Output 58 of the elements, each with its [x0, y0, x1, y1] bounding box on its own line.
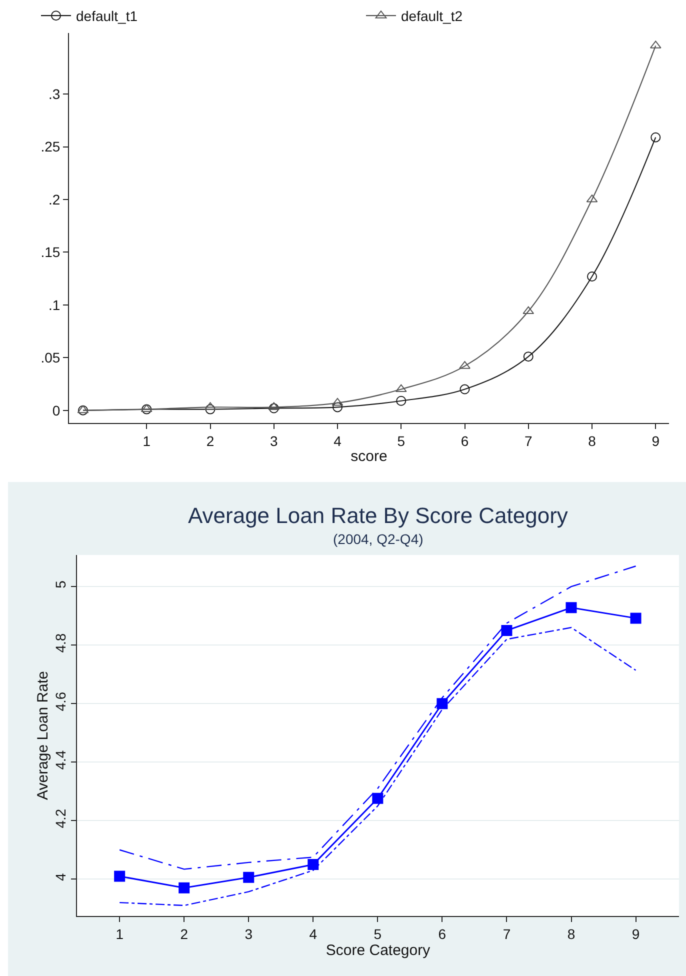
x-tick-label: 1 — [116, 926, 124, 942]
x-tick-label: 6 — [460, 432, 469, 449]
legend-label: default_t1 — [76, 8, 138, 24]
x-tick-label: 8 — [567, 926, 576, 942]
chart-subtitle: (2004, Q2-Q4) — [333, 531, 424, 547]
point — [523, 352, 534, 362]
x-tick-label: 5 — [397, 432, 406, 449]
y-tick-label: .3 — [48, 86, 60, 102]
y-tick-label: .1 — [48, 296, 60, 313]
x-tick-label: 4 — [334, 432, 342, 449]
point — [332, 402, 342, 412]
y-tick-label: .15 — [40, 244, 60, 260]
y-tick-label: 4 — [52, 872, 68, 881]
y-tick-label: 4.2 — [52, 808, 68, 828]
point — [243, 872, 254, 883]
point — [587, 271, 598, 282]
x-tick-label: 2 — [206, 432, 214, 449]
x-axis-title: score — [350, 448, 388, 465]
x-tick-label: 3 — [244, 926, 253, 942]
y-tick-label: 0 — [52, 402, 60, 418]
y-tick-label: 4.4 — [52, 750, 68, 770]
line-series — [118, 566, 636, 870]
y-tick-label: .25 — [40, 138, 60, 155]
point — [395, 384, 407, 392]
x-tick-label: 5 — [374, 926, 382, 942]
point — [332, 398, 344, 406]
point — [268, 403, 279, 414]
y-tick-label: .2 — [48, 191, 60, 208]
x-tick-label: 6 — [438, 926, 446, 942]
point — [566, 602, 577, 614]
point — [178, 882, 190, 894]
x-tick-label: 8 — [588, 432, 596, 449]
point — [372, 792, 384, 804]
legend-label: default_t2 — [401, 8, 463, 24]
x-tick-label: 7 — [502, 926, 511, 942]
point — [501, 624, 512, 636]
x-tick-label: 3 — [270, 432, 278, 449]
point — [630, 612, 642, 624]
x-tick-label: 9 — [632, 926, 640, 942]
point — [114, 870, 126, 882]
chart-title: Average Loan Rate By Score Category — [188, 503, 568, 528]
y-tick-label: 4.6 — [52, 692, 68, 712]
y-tick-label: 5 — [52, 580, 68, 588]
y-axis-title: Average Loan Rate — [34, 671, 52, 800]
point — [650, 132, 661, 142]
x-axis-title: Score Category — [326, 942, 431, 959]
point — [308, 859, 319, 870]
point — [460, 384, 470, 394]
y-tick-label: 4.8 — [52, 633, 68, 653]
x-tick-label: 4 — [309, 926, 318, 942]
point — [205, 404, 216, 414]
x-tick-label: 9 — [652, 432, 660, 449]
point — [522, 306, 534, 314]
x-tick-label: 2 — [180, 926, 188, 942]
point — [396, 396, 406, 406]
x-tick-label: 7 — [524, 432, 532, 449]
x-tick-label: 1 — [142, 432, 151, 449]
y-tick-label: .05 — [40, 350, 60, 366]
